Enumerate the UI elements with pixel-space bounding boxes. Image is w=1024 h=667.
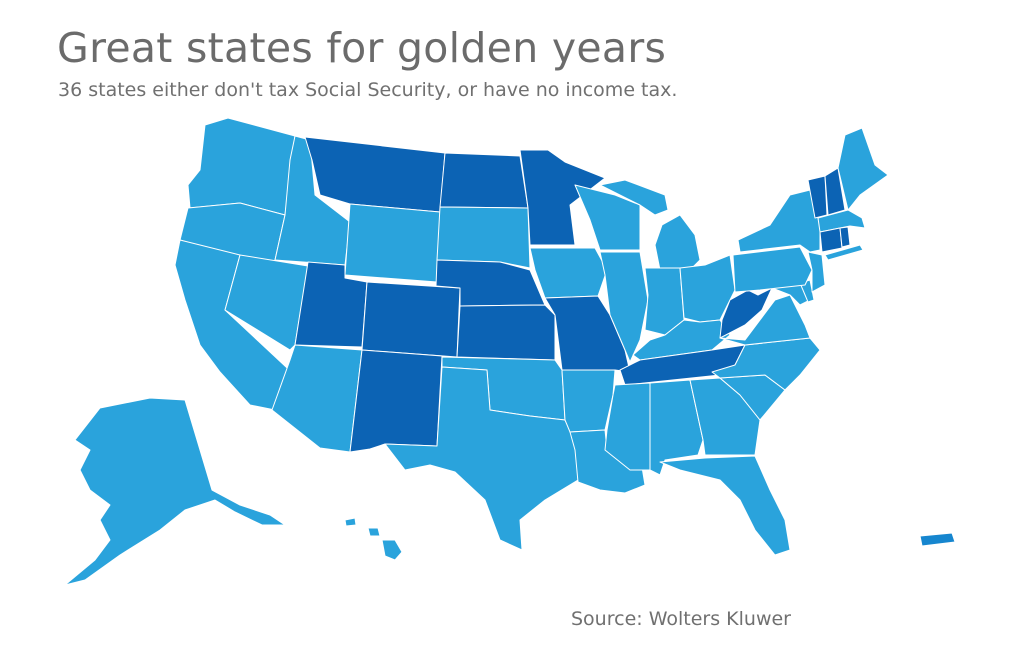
state-me	[837, 127, 889, 211]
state-nd	[439, 152, 529, 209]
state-ri	[839, 226, 851, 248]
state-il	[599, 251, 649, 363]
state-mn	[519, 149, 606, 246]
state-pa	[732, 246, 813, 293]
territory-pr	[919, 532, 956, 547]
state-nh	[824, 167, 846, 216]
state-nc	[711, 337, 821, 391]
state-ar	[561, 369, 616, 433]
state-ak	[64, 397, 286, 586]
state-wa	[187, 117, 296, 216]
source-note: Source: Wolters Kluwer	[571, 608, 791, 630]
state-nv	[224, 254, 309, 351]
state-fl	[659, 455, 791, 556]
state-sd	[436, 206, 531, 269]
state-nj	[807, 251, 826, 293]
state-ct	[819, 227, 843, 253]
state-wy	[344, 203, 441, 283]
state-hi	[344, 517, 403, 561]
state-wv	[719, 287, 773, 339]
map-subtitle: 36 states either don't tax Social Securi…	[58, 79, 678, 101]
state-mi	[599, 179, 701, 271]
state-ks	[456, 304, 556, 361]
state-wi	[574, 184, 641, 251]
state-ny	[737, 189, 864, 261]
state-az	[271, 344, 363, 453]
state-ia	[529, 247, 608, 299]
state-tx	[384, 366, 579, 551]
map-title: Great states for golden years	[57, 24, 667, 72]
state-vt	[807, 175, 828, 219]
state-nm	[349, 349, 443, 453]
state-co	[361, 281, 461, 358]
state-mt	[304, 136, 446, 213]
